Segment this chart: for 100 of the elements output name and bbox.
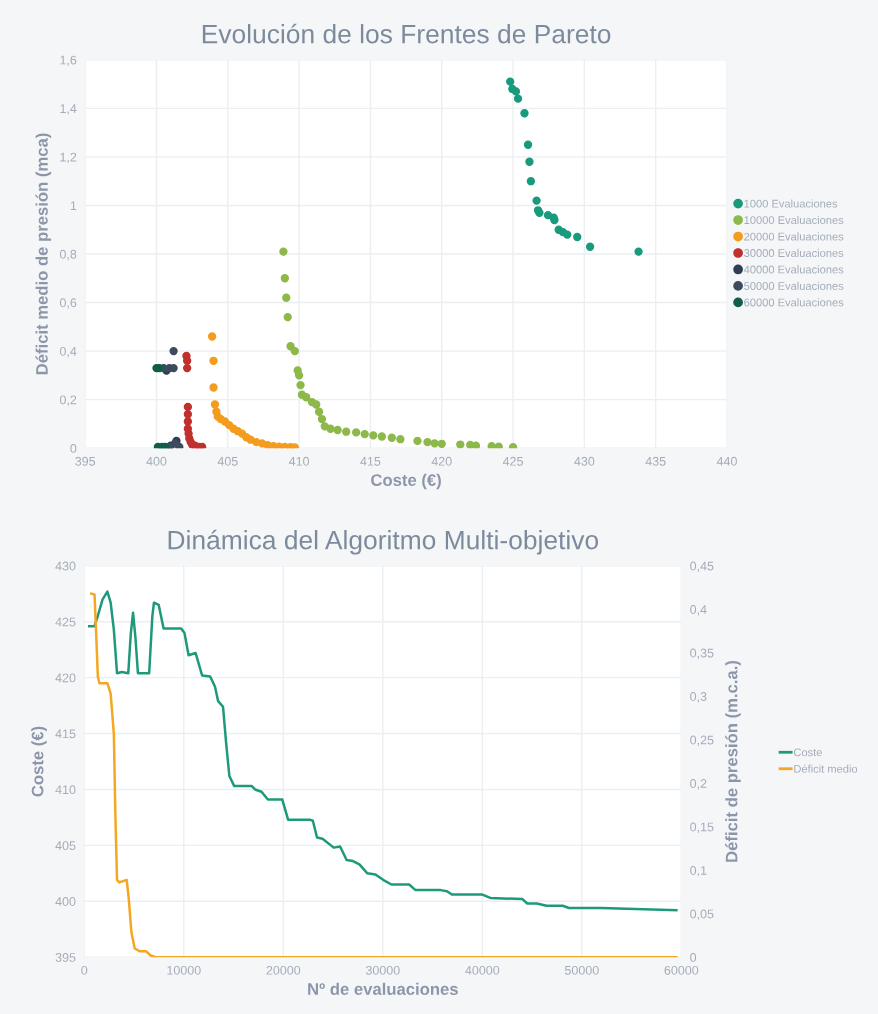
legend-label: Coste [793, 748, 822, 757]
y-tick-label: 425 [55, 617, 76, 627]
y-tick-label: 400 [55, 897, 76, 906]
point [423, 437, 432, 447]
legend-label: 40000 Evaluaciones [743, 265, 844, 274]
point [175, 442, 184, 449]
point [456, 440, 465, 449]
y2-tick-label: 0,3 [690, 692, 707, 703]
point [312, 400, 321, 409]
point [471, 441, 481, 449]
point [525, 157, 534, 166]
point [513, 94, 523, 103]
point [294, 371, 304, 380]
x-tick-label: 425 [502, 456, 523, 466]
y-tick-label: 0,8 [59, 249, 77, 261]
point [207, 332, 217, 341]
x-tick-label: 40000 [465, 965, 500, 975]
legend-label: 1000 Evaluaciones [744, 199, 838, 208]
point [351, 428, 361, 437]
x-tick-label: 30000 [365, 965, 400, 975]
y-tick-label: 0 [70, 443, 77, 453]
point [430, 439, 439, 448]
y-tick-label: 420 [55, 673, 76, 683]
y2-tick-label: 0,2 [690, 779, 707, 790]
y2-tick-label: 0,05 [690, 909, 714, 920]
point [413, 436, 422, 446]
point [511, 87, 521, 96]
point [283, 312, 292, 322]
point [360, 429, 369, 439]
y-tick-label: 405 [55, 841, 76, 851]
x-tick-label: 400 [146, 456, 167, 466]
x-tick-label: 415 [360, 456, 381, 466]
y2-tick-label: 0,15 [690, 822, 714, 833]
x-tick-label: 405 [217, 456, 238, 466]
point [526, 177, 536, 186]
point [210, 400, 220, 409]
point [290, 346, 299, 356]
x-tick-label: 60000 [664, 965, 699, 975]
point [280, 274, 290, 283]
point [585, 242, 595, 251]
point [183, 410, 193, 419]
y-tick-label: 430 [55, 561, 76, 571]
y-tick-label: 410 [55, 785, 76, 795]
point [182, 356, 192, 365]
y-tick-label: 1 [70, 201, 77, 210]
point [302, 393, 311, 402]
y-tick-label: 1,2 [60, 152, 77, 164]
y-axis-title: Déficit medio de presión (mca) [35, 133, 52, 375]
x-axis-title: Nº de evaluaciones [308, 982, 458, 995]
point [487, 442, 496, 449]
point [523, 140, 533, 149]
legend-label: 30000 Evaluaciones [744, 248, 844, 257]
y2-tick-label: 0,4 [690, 605, 707, 616]
chart-title: Evolución de los Frentes de Pareto [202, 23, 611, 44]
legend-label: 50000 Evaluaciones [744, 281, 844, 290]
y-axis-title: Coste (€) [31, 726, 47, 797]
point [282, 293, 291, 302]
y-tick-label: 1,4 [60, 104, 77, 115]
point [396, 435, 405, 444]
y-tick-label: 0,2 [59, 395, 77, 406]
x-tick-label: 50000 [564, 965, 599, 975]
y2-tick-label: 0,25 [690, 735, 714, 746]
x-tick-label: 430 [574, 456, 595, 466]
point [573, 232, 582, 242]
point [333, 425, 342, 435]
point [369, 431, 378, 440]
point [296, 380, 305, 390]
point [520, 109, 529, 118]
point [634, 247, 643, 256]
x-tick-label: 440 [716, 456, 737, 466]
point [494, 442, 503, 449]
point [437, 439, 446, 448]
y-tick-label: 1,6 [60, 55, 77, 66]
point [532, 196, 541, 205]
x-tick-label: 20000 [266, 965, 301, 975]
legend-label: 60000 Evaluaciones [744, 298, 844, 307]
x-tick-label: 410 [288, 456, 310, 466]
y2-axis-title: Déficit de presión (m.c.a.) [725, 660, 741, 862]
point [377, 432, 386, 441]
point [326, 424, 335, 433]
point [342, 427, 351, 436]
point [387, 433, 396, 442]
point [317, 414, 327, 424]
y2-tick-label: 0,35 [690, 648, 714, 659]
y-tick-label: 0,6 [59, 298, 77, 309]
point [169, 346, 178, 356]
y2-tick-label: 0,1 [690, 866, 707, 877]
point [279, 247, 288, 256]
legend-label: 10000 Evaluaciones [744, 215, 844, 225]
point [182, 363, 192, 373]
legend-label: 20000 Evaluaciones [744, 232, 844, 241]
x-axis-title: Coste (€) [371, 473, 441, 490]
point [209, 356, 218, 365]
point [506, 77, 515, 86]
y-tick-label: 0,4 [59, 346, 77, 358]
point [314, 407, 324, 416]
y-tick-label: 395 [55, 953, 76, 962]
y2-tick-label: 0 [690, 953, 697, 962]
x-tick-label: 0 [81, 965, 88, 975]
y2-tick-label: 0,45 [690, 561, 714, 572]
